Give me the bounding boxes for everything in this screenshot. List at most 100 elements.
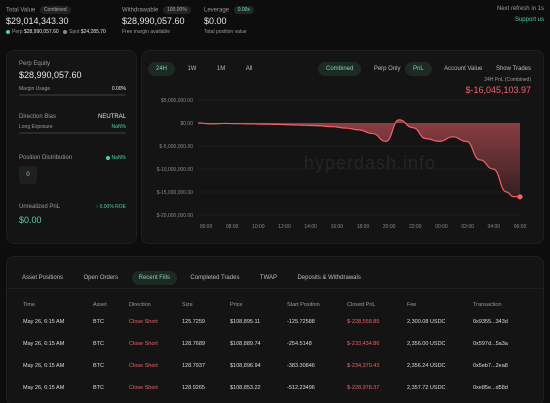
distribution-dot-icon [105,155,110,160]
y-tick-label: $-10,000,000.00 [157,167,194,173]
pnl-endpoint [517,194,523,200]
cell-direction: Close Short [129,363,158,369]
cell-price: $108,853.22 [230,385,261,391]
col-price: Price [230,302,243,308]
cell-direction: Close Short [129,341,158,347]
cell-time: May 26, 6:15 AM [23,363,65,369]
range-24h-button[interactable]: 24H [148,62,176,76]
y-axis-ticks: $5,000,000.00 $0.00 $-5,000,000.00 $-10,000… [157,98,194,219]
chart-summary-label: 24H PnL (Combined) [484,77,531,83]
leverage-badge: 0.00x [233,6,254,14]
total-value-block: Total Value Combined $29,014,343.30 Perp… [6,6,106,35]
cell-transaction[interactable]: 0xe85e...d58d [473,385,508,391]
cell-start-position: -125.72588 [287,319,315,325]
fills-table-wrap: Time Asset Direction Size Price Start Po… [23,299,535,399]
x-axis-ticks: 06:00 08:00 10:00 12:00 14:00 16:00 18:00 20:00… [200,224,527,230]
cell-transaction[interactable]: 0x5eb7...2ea8 [473,363,508,369]
leverage-sub: Total position value [204,29,247,35]
cell-size: 128.7689 [182,341,205,347]
withdrawable-block: Withdrawable 100.00% $28,990,057.60 Free… [122,6,191,35]
distribution-count: 0 [19,166,37,184]
table-row[interactable]: May 26, 6:15 AM BTC Close Short 128.7937 $10… [23,355,535,377]
cell-price: $108,895.11 [230,319,261,325]
y-tick-label: $-5,000,000.00 [159,144,193,150]
fills-panel: Asset Positions Open Orders Recent Fills… [6,256,544,403]
x-tick-label: 06:00 [514,224,527,230]
perp-equity-value: $28,990,057.60 [19,70,82,80]
cell-fee: 2,300.08 USDC [407,319,446,325]
table-row[interactable]: May 26, 6:15 AM BTC Close Short 125.7259 $10… [23,311,535,333]
spot-dot-icon [63,29,68,34]
cell-fee: 2,356.24 USDC [407,363,446,369]
tab-twap[interactable]: TWAP [259,275,278,281]
tab-deposits-withdrawals[interactable]: Deposits & Withdrawals [297,275,361,281]
table-row[interactable]: May 26, 6:15 AM BTC Close Short 128.7689 $10… [23,333,535,355]
total-value-badge[interactable]: Combined [39,6,71,14]
position-distribution-label: Position Distribution [19,155,73,161]
perp-dot-icon [6,29,10,34]
withdrawable-value: $28,990,057.60 [122,16,185,26]
cell-size: 128.9265 [182,385,205,391]
cell-time: May 26, 6:15 AM [23,385,65,391]
mode-combined-button[interactable]: Combined [318,62,362,76]
watermark: hyperdash.info [304,153,436,173]
col-asset: Asset [93,302,107,308]
direction-bias-label: Direction Bias [19,114,57,120]
range-1w-button[interactable]: 1W [187,66,197,72]
x-tick-label: 00:00 [435,224,448,230]
chart-summary-value: $-16,045,103.97 [465,85,531,95]
cell-price: $108,896.94 [230,363,261,369]
x-tick-label: 18:00 [357,224,370,230]
range-1m-button[interactable]: 1M [216,66,226,72]
mode-perp-only-button[interactable]: Perp Only [373,66,401,72]
total-value: $29,014,343.30 [6,16,69,26]
pnl-chart: $5,000,000.00 $0.00 $-5,000,000.00 $-10,000… [157,98,527,230]
table-row[interactable]: May 26, 6:15 AM BTC Close Short 128.9265 $10… [23,377,535,399]
cell-fee: 2,356.00 USDC [407,341,446,347]
position-distribution-value: NaN% [111,155,126,161]
y-tick-label: $-20,000,000.00 [157,213,194,219]
tab-completed-trades[interactable]: Completed Trades [190,275,240,281]
cell-transaction[interactable]: 0x9355...343d [473,319,508,325]
col-direction: Direction [129,302,151,308]
margin-usage-label: Margin Usage [19,86,51,92]
col-time: Time [23,302,36,308]
range-all-button[interactable]: All [245,66,253,72]
direction-bias-value: NEUTRAL [97,114,126,120]
mode-selector: Combined Perp Only [318,57,409,76]
view-selector: PnL Account Value [405,57,490,76]
spot-value: $24,285.70 [80,29,106,35]
tab-asset-positions[interactable]: Asset Positions [22,275,64,281]
view-account-value-button[interactable]: Account Value [444,66,483,72]
cell-closed-pnl: $-228,978.37 [347,385,380,391]
y-tick-label: $0.00 [180,121,193,127]
cell-closed-pnl: $-234,370.43 [347,363,380,369]
support-link[interactable]: Support us [514,17,544,23]
x-tick-label: 08:00 [226,224,239,230]
pnl-area [198,119,520,197]
tabs-divider [7,288,543,289]
margin-usage-bar [19,94,126,96]
tab-open-orders[interactable]: Open Orders [83,275,119,281]
leverage-value: $0.00 [204,16,227,26]
x-tick-label: 12:00 [278,224,291,230]
show-trades-button[interactable]: Show Trades [495,66,531,72]
leverage-block: Leverage 0.00x $0.00 Total position valu… [204,6,254,35]
view-pnl-button[interactable]: PnL [405,62,432,76]
col-fee: Fee [407,302,417,308]
cell-transaction[interactable]: 0x597d...5a3a [473,341,508,347]
withdrawable-label: Withdrawable [122,7,159,14]
cell-start-position: -254.5148 [287,341,312,347]
x-tick-label: 02:00 [461,224,474,230]
withdrawable-sub: Free margin available [122,29,171,35]
cell-direction: Close Short [129,319,158,325]
cell-asset: BTC [93,363,104,369]
cell-time: May 26, 6:15 AM [23,319,65,325]
long-exposure-bar [19,132,126,134]
long-exposure-value: NaN% [111,124,126,130]
range-selector: 24H 1W 1M All [148,57,260,76]
perp-label: Perp [12,29,23,35]
arrow-up-icon: ↑ [95,204,99,210]
x-tick-label: 10:00 [252,224,265,230]
tab-recent-fills[interactable]: Recent Fills [131,271,177,285]
